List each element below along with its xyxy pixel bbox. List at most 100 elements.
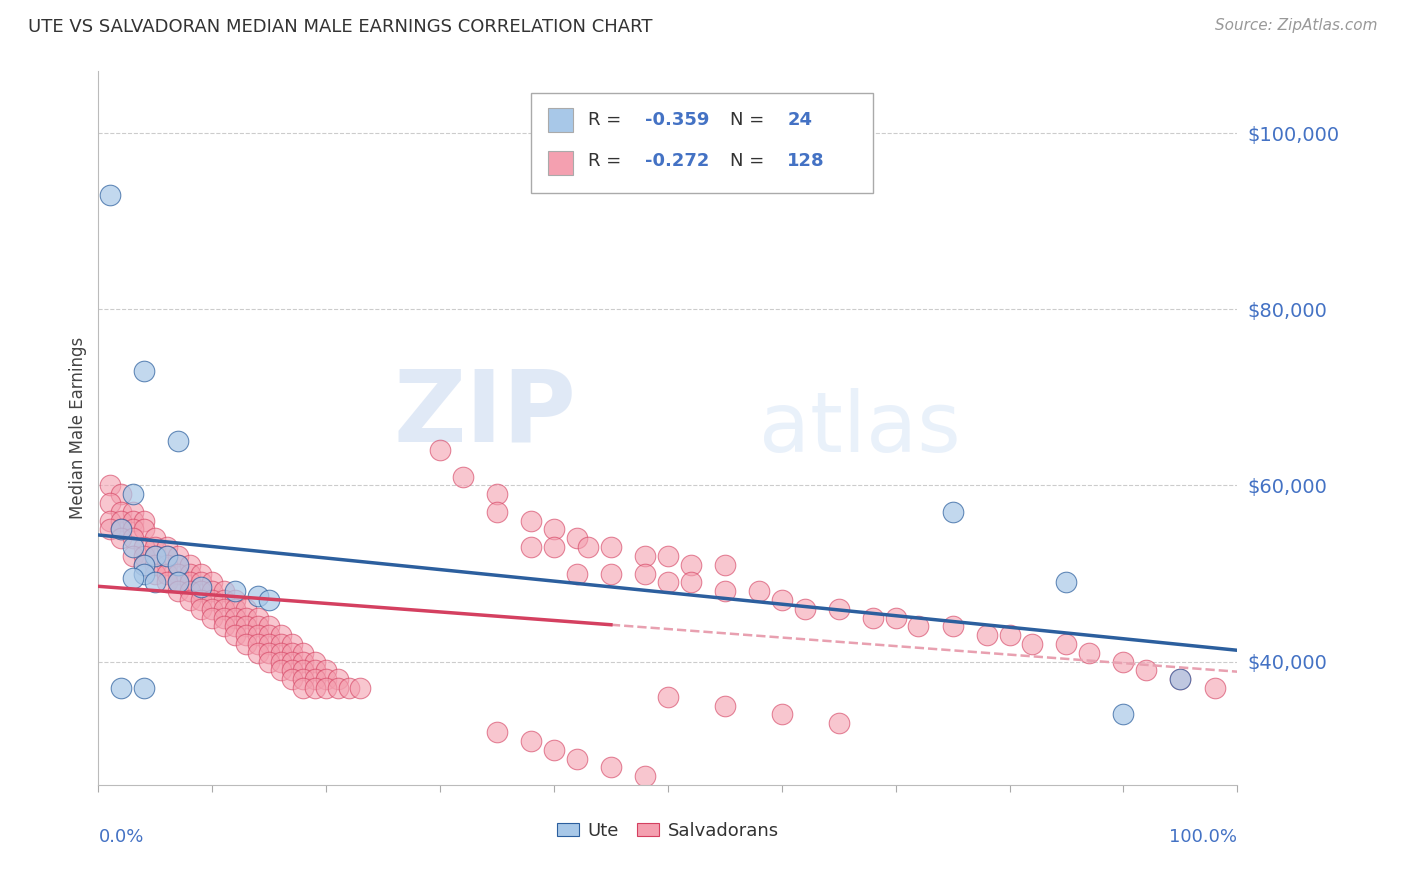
- Point: [235, 628, 257, 642]
- Point: [304, 672, 326, 686]
- Point: [565, 751, 588, 765]
- Point: [1135, 664, 1157, 678]
- Point: [281, 637, 304, 651]
- Point: [634, 566, 657, 581]
- Point: [132, 558, 155, 572]
- Point: [132, 558, 155, 572]
- Point: [121, 549, 143, 563]
- Point: [212, 610, 235, 624]
- Point: [179, 575, 201, 590]
- Point: [657, 690, 679, 704]
- Point: [634, 769, 657, 783]
- Point: [1054, 575, 1078, 590]
- Point: [156, 575, 179, 590]
- Point: [793, 601, 815, 615]
- Point: [110, 523, 132, 537]
- Point: [259, 593, 281, 607]
- Text: N =: N =: [731, 152, 770, 169]
- Point: [98, 478, 121, 492]
- Point: [998, 628, 1021, 642]
- Point: [132, 549, 155, 563]
- Point: [179, 566, 201, 581]
- Point: [520, 540, 543, 554]
- Point: [190, 575, 212, 590]
- Point: [748, 584, 770, 599]
- Point: [657, 575, 679, 590]
- Point: [201, 575, 224, 590]
- Legend: Ute, Salvadorans: Ute, Salvadorans: [550, 815, 786, 847]
- Text: R =: R =: [588, 152, 627, 169]
- Point: [246, 589, 269, 603]
- Point: [167, 575, 190, 590]
- Point: [110, 487, 132, 501]
- Point: [212, 619, 235, 633]
- Point: [201, 610, 224, 624]
- Point: [1078, 646, 1101, 660]
- Point: [201, 593, 224, 607]
- Point: [156, 540, 179, 554]
- Point: [486, 725, 509, 739]
- Point: [520, 734, 543, 748]
- Text: 100.0%: 100.0%: [1170, 828, 1237, 846]
- Point: [156, 549, 179, 563]
- Point: [349, 681, 371, 695]
- Point: [167, 549, 190, 563]
- Point: [145, 558, 167, 572]
- Point: [145, 549, 167, 563]
- Point: [246, 610, 269, 624]
- Point: [167, 566, 190, 581]
- Point: [224, 593, 246, 607]
- Point: [281, 664, 304, 678]
- Point: [121, 523, 143, 537]
- Point: [1112, 707, 1135, 722]
- Point: [1054, 637, 1078, 651]
- Point: [121, 487, 143, 501]
- Point: [190, 580, 212, 594]
- Point: [292, 646, 315, 660]
- Point: [259, 619, 281, 633]
- Point: [337, 681, 360, 695]
- Point: [190, 566, 212, 581]
- Point: [862, 610, 884, 624]
- Point: [235, 610, 257, 624]
- Point: [714, 698, 737, 713]
- Point: [212, 584, 235, 599]
- Text: Source: ZipAtlas.com: Source: ZipAtlas.com: [1215, 18, 1378, 33]
- Point: [167, 434, 190, 449]
- Point: [304, 681, 326, 695]
- Point: [156, 566, 179, 581]
- Point: [179, 558, 201, 572]
- Point: [326, 672, 349, 686]
- Point: [600, 540, 623, 554]
- Point: [212, 593, 235, 607]
- Point: [543, 742, 565, 756]
- Point: [121, 514, 143, 528]
- Point: [235, 637, 257, 651]
- Point: [942, 505, 965, 519]
- Point: [110, 523, 132, 537]
- Point: [132, 514, 155, 528]
- Point: [201, 601, 224, 615]
- Point: [1112, 655, 1135, 669]
- Point: [828, 601, 851, 615]
- Point: [246, 646, 269, 660]
- Point: [98, 523, 121, 537]
- Point: [315, 672, 337, 686]
- Point: [145, 575, 167, 590]
- Point: [292, 655, 315, 669]
- Point: [167, 575, 190, 590]
- FancyBboxPatch shape: [548, 152, 574, 175]
- Point: [259, 655, 281, 669]
- Point: [714, 558, 737, 572]
- Point: [179, 593, 201, 607]
- Point: [976, 628, 998, 642]
- Point: [679, 575, 702, 590]
- Text: 24: 24: [787, 111, 813, 128]
- Point: [98, 514, 121, 528]
- Point: [259, 646, 281, 660]
- Point: [201, 584, 224, 599]
- Point: [292, 664, 315, 678]
- Text: -0.272: -0.272: [645, 152, 710, 169]
- Point: [1170, 672, 1192, 686]
- Point: [145, 549, 167, 563]
